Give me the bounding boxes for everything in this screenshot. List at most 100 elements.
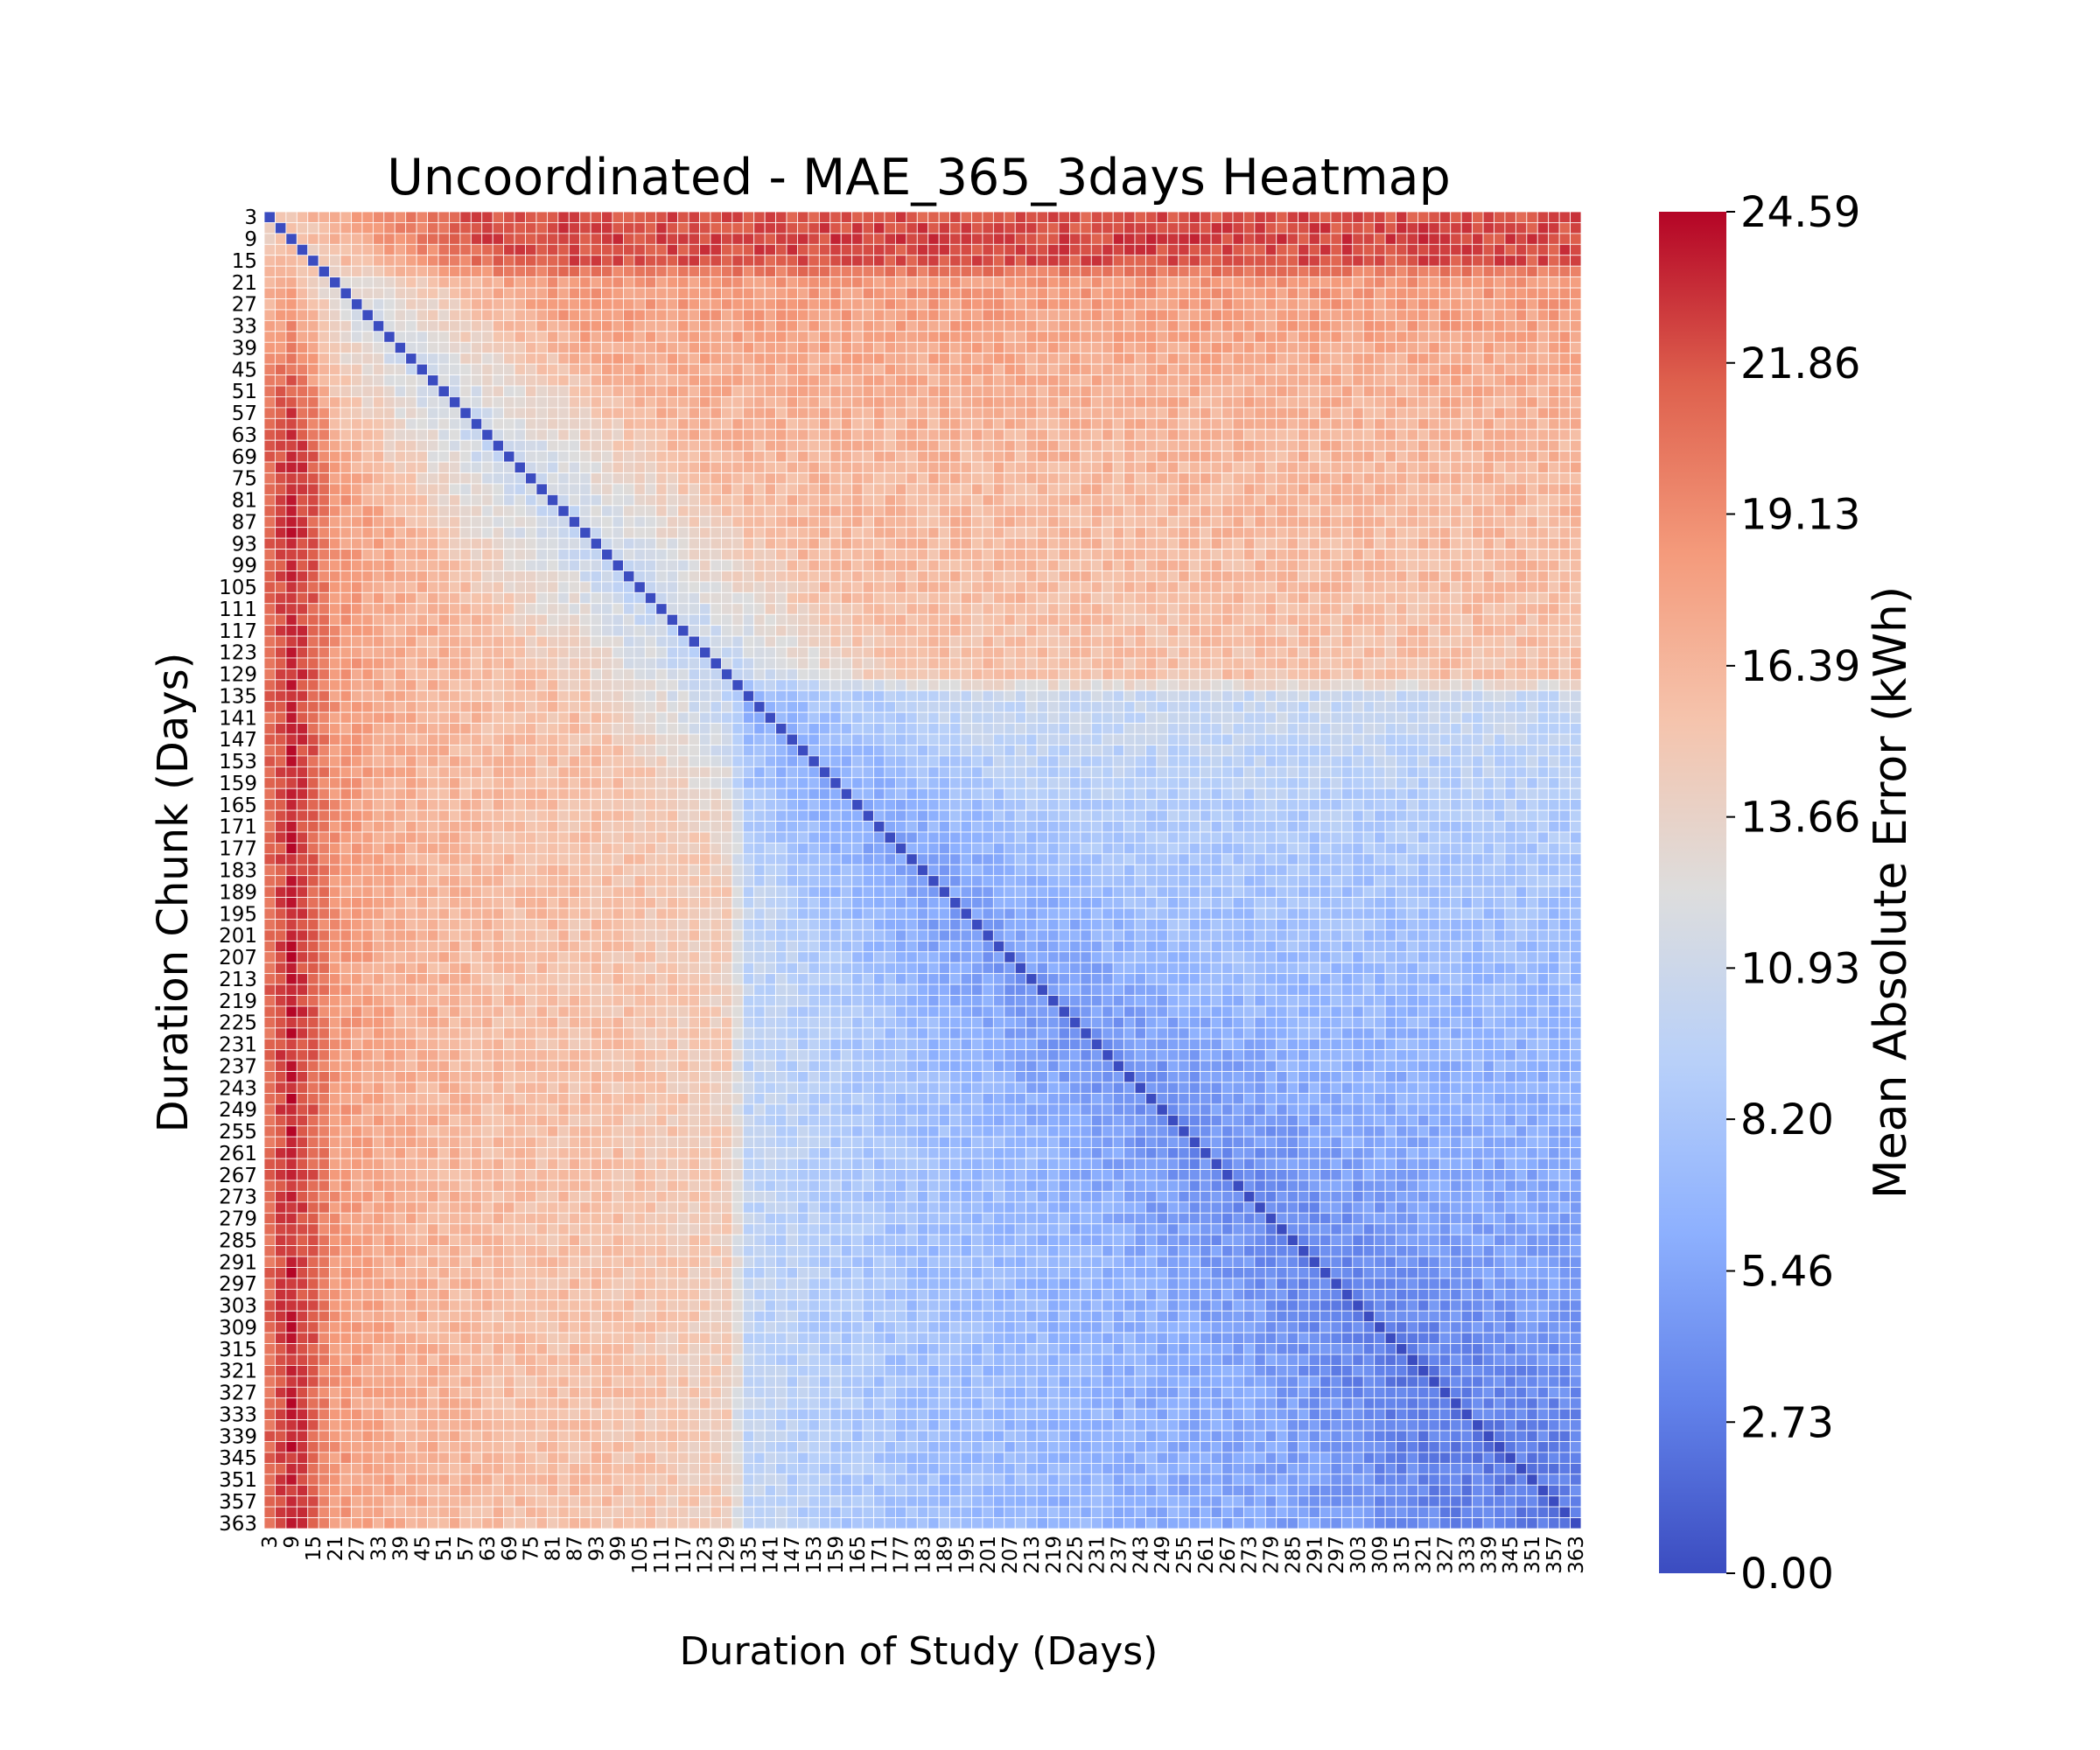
heatmap-cell <box>1102 233 1114 245</box>
heatmap-cell <box>1298 625 1310 637</box>
heatmap-cell <box>459 625 472 637</box>
heatmap-cell <box>1526 451 1538 463</box>
heatmap-cell <box>394 472 407 485</box>
heatmap-cell <box>405 451 417 463</box>
heatmap-cell <box>1384 603 1396 615</box>
heatmap-cell <box>916 396 929 409</box>
heatmap-cell <box>1134 363 1146 375</box>
heatmap-cell <box>1232 603 1244 615</box>
heatmap-cell <box>1482 243 1494 256</box>
heatmap-cell <box>699 439 711 452</box>
heatmap-cell <box>851 581 864 593</box>
heatmap-cell <box>470 319 483 332</box>
heatmap-cell <box>372 603 385 615</box>
heatmap-cell <box>1276 243 1288 256</box>
heatmap-cell <box>1276 472 1288 485</box>
heatmap-cell <box>1330 527 1342 539</box>
heatmap-cell <box>721 472 733 485</box>
heatmap-cell <box>786 211 798 223</box>
heatmap-cell <box>351 527 363 539</box>
heatmap-cell <box>1362 635 1376 648</box>
heatmap-cell <box>840 265 853 278</box>
heatmap-cell <box>601 581 613 593</box>
heatmap-cell <box>938 483 951 495</box>
heatmap-cell <box>1558 309 1571 321</box>
heatmap-cell <box>753 287 766 299</box>
heatmap-cell <box>1396 647 1408 659</box>
heatmap-cell <box>634 592 646 605</box>
heatmap-cell <box>405 603 417 615</box>
heatmap-cell <box>285 461 298 473</box>
heatmap-cell <box>1264 494 1278 507</box>
heatmap-cell <box>1558 429 1571 441</box>
heatmap-cell <box>1494 341 1506 354</box>
heatmap-cell <box>862 625 874 637</box>
heatmap-cell <box>1548 417 1560 430</box>
heatmap-cell <box>1558 255 1571 267</box>
heatmap-cell <box>818 549 831 561</box>
heatmap-cell <box>688 613 700 626</box>
heatmap-cell <box>1102 461 1114 473</box>
heatmap-cell <box>449 505 461 517</box>
heatmap-cell <box>1536 483 1550 495</box>
heatmap-cell <box>1482 505 1494 517</box>
heatmap-cell <box>514 439 526 452</box>
heatmap-cell <box>655 451 668 463</box>
heatmap-cell <box>732 592 744 605</box>
heatmap-cell <box>579 515 592 528</box>
heatmap-cell <box>971 429 984 441</box>
heatmap-cell <box>1308 592 1320 605</box>
heatmap-cell <box>1298 374 1310 387</box>
heatmap-cell <box>296 581 309 593</box>
heatmap-cell <box>1276 363 1288 375</box>
heatmap-cell <box>1156 549 1168 561</box>
heatmap-cell <box>1548 592 1560 605</box>
heatmap-cell <box>438 255 450 267</box>
heatmap-cell <box>1254 581 1266 593</box>
heatmap-cell <box>459 385 472 397</box>
heatmap-cell <box>1047 570 1060 583</box>
heatmap-cell <box>666 494 679 507</box>
heatmap-cell <box>721 570 733 583</box>
heatmap-cell <box>1036 537 1048 550</box>
heatmap-cell <box>721 603 733 615</box>
heatmap-cell <box>742 461 755 473</box>
heatmap-cell <box>557 211 570 223</box>
heatmap-cell <box>1418 439 1430 452</box>
heatmap-cell <box>1286 255 1299 267</box>
heatmap-cell <box>1526 515 1538 528</box>
heatmap-cell <box>1090 527 1103 539</box>
heatmap-cell <box>688 385 700 397</box>
heatmap-cell <box>1102 549 1114 561</box>
heatmap-cell <box>329 472 341 485</box>
heatmap-cell <box>688 549 700 561</box>
heatmap-cell <box>786 494 798 507</box>
heatmap-cell <box>699 396 711 409</box>
heatmap-cell <box>1536 298 1550 311</box>
heatmap-cell <box>1396 374 1408 387</box>
heatmap-cell <box>601 472 613 485</box>
heatmap-cell <box>1156 353 1168 365</box>
heatmap-cell <box>394 233 407 245</box>
heatmap-cell <box>1548 353 1560 365</box>
heatmap-cell <box>818 385 831 397</box>
heatmap-cell <box>775 276 788 289</box>
heatmap-cell <box>612 287 624 299</box>
heatmap-cell <box>579 331 592 343</box>
heatmap-cell <box>1069 265 1082 278</box>
heatmap-cell <box>851 287 864 299</box>
heatmap-cell <box>1254 211 1266 223</box>
heatmap-cell <box>644 461 657 473</box>
heatmap-cell <box>1210 613 1222 626</box>
heatmap-cell <box>612 515 624 528</box>
heatmap-cell <box>1406 429 1418 441</box>
heatmap-cell <box>557 233 570 245</box>
heatmap-cell <box>960 276 972 289</box>
heatmap-cell <box>960 319 972 332</box>
heatmap-cell <box>992 353 1005 365</box>
heatmap-cell <box>1428 298 1440 311</box>
heatmap-cell <box>1340 635 1354 648</box>
heatmap-cell <box>405 461 417 473</box>
heatmap-cell <box>1112 635 1125 648</box>
heatmap-cell <box>1526 494 1538 507</box>
